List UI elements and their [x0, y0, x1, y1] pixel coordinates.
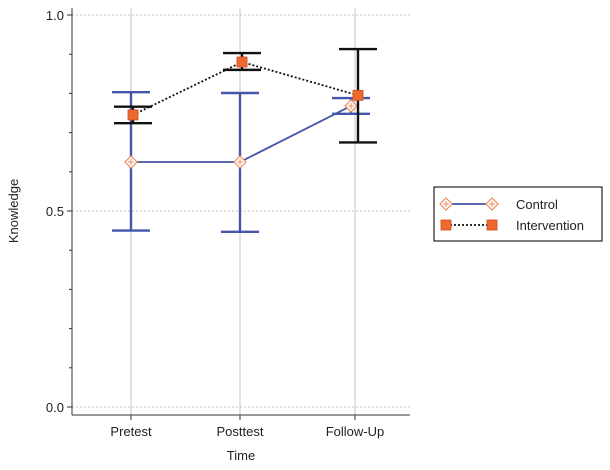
y-tick-label: 0.5 — [46, 204, 64, 219]
y-axis-label: Knowledge — [6, 179, 21, 243]
intervention-marker — [486, 219, 498, 231]
x-axis-label: Time — [227, 448, 255, 463]
intervention-marker — [352, 89, 364, 101]
legend-items: Control Intervention — [439, 197, 584, 233]
x-tick-label: Follow-Up — [326, 424, 385, 439]
y-tick-layer: 0.0 0.5 1.0 — [46, 8, 72, 415]
intervention-marker — [440, 219, 452, 231]
intervention-series — [114, 47, 377, 144]
intervention-marker — [127, 109, 139, 121]
control-series — [112, 91, 370, 233]
legend-box — [433, 186, 603, 242]
y-tick-label: 1.0 — [46, 8, 64, 23]
x-tick-layer: Pretest Posttest Follow-Up — [110, 415, 384, 439]
legend-item-control: Control — [439, 197, 558, 212]
legend-label: Intervention — [516, 218, 584, 233]
x-tick-label: Posttest — [217, 424, 264, 439]
x-tick-label: Pretest — [110, 424, 152, 439]
y-tick-label: 0.0 — [46, 400, 64, 415]
legend-item-intervention: Intervention — [440, 218, 584, 233]
legend: Control Intervention — [433, 186, 603, 242]
intervention-marker — [236, 56, 248, 68]
series-layer — [112, 47, 377, 233]
legend-label: Control — [516, 197, 558, 212]
